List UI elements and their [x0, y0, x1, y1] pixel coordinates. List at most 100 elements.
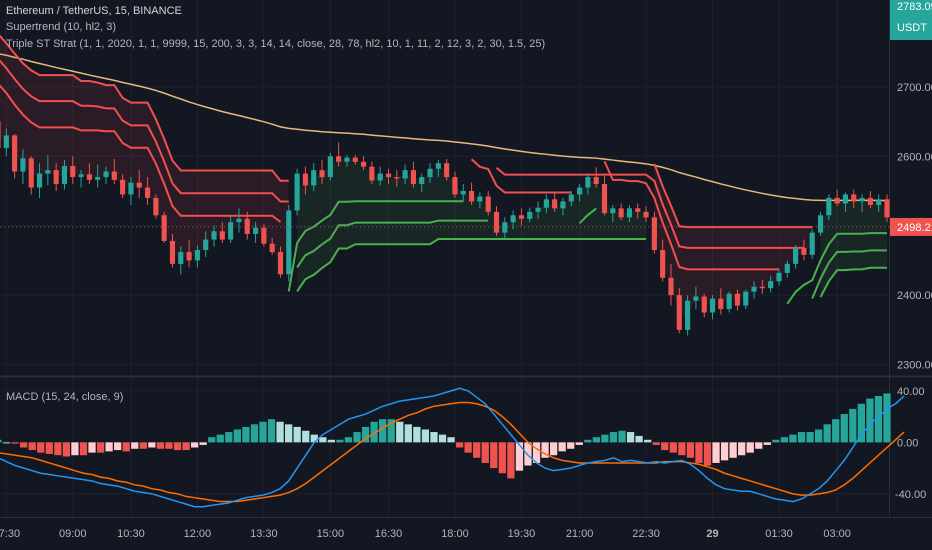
candle[interactable]	[469, 182, 475, 205]
candle[interactable]	[435, 159, 441, 178]
candle[interactable]	[568, 190, 574, 207]
candle[interactable]	[709, 295, 716, 320]
candle[interactable]	[352, 154, 358, 165]
candle[interactable]	[842, 192, 849, 212]
candle[interactable]	[460, 184, 466, 202]
candle[interactable]	[419, 173, 425, 193]
candle[interactable]	[552, 192, 558, 212]
candle[interactable]	[377, 166, 383, 186]
candle[interactable]	[269, 238, 275, 255]
candle[interactable]	[510, 210, 516, 230]
candle[interactable]	[884, 194, 890, 223]
triple-st-strat-legend[interactable]: Triple ST Strat (1, 1, 2020, 1, 1, 9999,…	[6, 38, 546, 50]
candle[interactable]	[493, 206, 500, 237]
candle[interactable]	[793, 245, 799, 269]
candle[interactable]	[826, 194, 832, 221]
candle[interactable]	[236, 208, 242, 233]
candle[interactable]	[211, 225, 217, 247]
candle[interactable]	[53, 163, 59, 191]
candle[interactable]	[618, 203, 624, 221]
candle[interactable]	[718, 288, 724, 315]
candle[interactable]	[45, 154, 51, 186]
candle[interactable]	[610, 204, 616, 223]
candle[interactable]	[277, 246, 284, 278]
candle[interactable]	[444, 159, 450, 181]
candle[interactable]	[668, 263, 674, 306]
candle[interactable]	[385, 168, 392, 185]
candle[interactable]	[817, 211, 824, 237]
candle[interactable]	[809, 229, 815, 260]
candle[interactable]	[111, 159, 117, 185]
candle[interactable]	[660, 239, 666, 282]
candle[interactable]	[593, 167, 599, 188]
candle[interactable]	[535, 201, 541, 219]
candle[interactable]	[701, 293, 707, 318]
candle[interactable]	[751, 281, 757, 299]
candle[interactable]	[319, 159, 325, 185]
candle[interactable]	[95, 164, 101, 188]
candle[interactable]	[776, 268, 782, 286]
candle[interactable]	[410, 161, 416, 188]
candle[interactable]	[20, 149, 26, 185]
candle[interactable]	[585, 173, 591, 195]
candle[interactable]	[336, 142, 342, 167]
candle[interactable]	[3, 128, 9, 157]
candle[interactable]	[743, 289, 749, 310]
candle[interactable]	[635, 203, 641, 219]
candle[interactable]	[485, 190, 491, 216]
candle[interactable]	[452, 171, 458, 198]
candle[interactable]	[394, 170, 400, 187]
candle[interactable]	[685, 295, 691, 336]
candle[interactable]	[286, 204, 292, 282]
candle[interactable]	[86, 163, 92, 185]
candle[interactable]	[876, 194, 882, 212]
candle[interactable]	[136, 170, 142, 198]
candle[interactable]	[219, 222, 225, 244]
candle[interactable]	[643, 206, 649, 223]
candle[interactable]	[0, 118, 1, 149]
candle[interactable]	[867, 190, 873, 209]
candle[interactable]	[178, 246, 184, 275]
candle[interactable]	[851, 189, 857, 209]
candle[interactable]	[834, 189, 840, 207]
candle[interactable]	[302, 166, 308, 195]
candle[interactable]	[61, 159, 68, 190]
candle[interactable]	[294, 168, 300, 216]
candle[interactable]	[194, 245, 200, 268]
candle[interactable]	[244, 211, 250, 240]
candle[interactable]	[144, 177, 151, 205]
supertrend-legend[interactable]: Supertrend (10, hl2, 3)	[6, 21, 117, 33]
candle[interactable]	[402, 164, 408, 185]
candle[interactable]	[344, 154, 350, 167]
candle[interactable]	[527, 207, 533, 223]
candle[interactable]	[369, 161, 375, 185]
candle[interactable]	[252, 222, 259, 244]
candle[interactable]	[676, 288, 682, 334]
candle[interactable]	[120, 174, 126, 198]
candle[interactable]	[36, 163, 43, 198]
candle[interactable]	[577, 184, 583, 202]
candle[interactable]	[203, 231, 209, 257]
candle[interactable]	[427, 163, 433, 183]
candle[interactable]	[12, 134, 18, 179]
candle[interactable]	[78, 170, 84, 188]
candle[interactable]	[693, 286, 699, 310]
candle[interactable]	[327, 152, 333, 181]
candle[interactable]	[477, 192, 483, 209]
candle[interactable]	[103, 166, 109, 185]
candle[interactable]	[859, 194, 865, 212]
candle[interactable]	[734, 289, 741, 311]
candle[interactable]	[768, 275, 774, 293]
candle[interactable]	[726, 291, 732, 313]
candle[interactable]	[784, 260, 790, 278]
candle[interactable]	[186, 239, 192, 268]
macd-legend[interactable]: MACD (15, 24, close, 9)	[6, 391, 124, 403]
candle[interactable]	[360, 156, 367, 171]
time-axis[interactable]: 07:30 09:00 10:30 12:00 13:30 15:00 16:30 18:00…	[0, 528, 851, 540]
candle[interactable]	[601, 175, 608, 216]
symbol-title[interactable]: Ethereum / TetherUS, 15, BINANCE	[6, 5, 182, 17]
candle[interactable]	[626, 204, 633, 223]
candle[interactable]	[70, 156, 76, 185]
candle[interactable]	[518, 208, 525, 226]
